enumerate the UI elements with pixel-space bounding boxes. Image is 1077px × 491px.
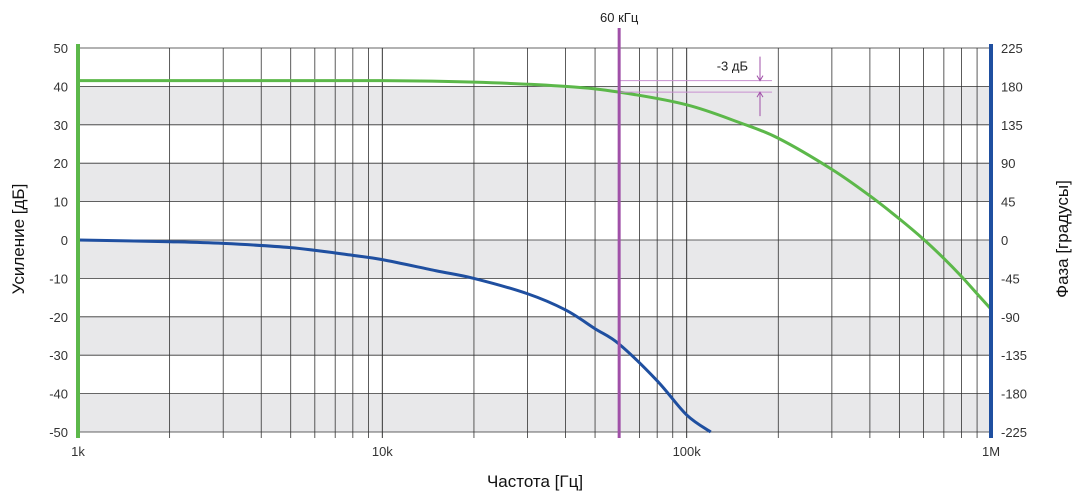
y-tick-label-left: 50 — [54, 41, 68, 56]
y-tick-label-left: 0 — [61, 233, 68, 248]
tick-labels: 50 40 30 20 10 0 -10 -20 -30 -40 -50 225 180 135 90 45 0… — [49, 41, 1027, 459]
y-tick-label-left: 40 — [54, 79, 68, 94]
phase-curve — [77, 238, 712, 434]
y-tick-label-right: -45 — [1001, 271, 1020, 286]
y-tick-label-left: 20 — [54, 156, 68, 171]
y-tick-label-right: 180 — [1001, 79, 1023, 94]
axes — [76, 44, 993, 438]
x-tick-label: 1k — [71, 444, 85, 459]
y-tick-label-right: 135 — [1001, 118, 1023, 133]
x-axis-title: Частота [Гц] — [487, 472, 583, 491]
y-tick-label-left: 10 — [54, 195, 68, 210]
y-tick-label-left: -10 — [49, 271, 68, 286]
y-tick-label-right: 45 — [1001, 195, 1015, 210]
band — [78, 240, 991, 279]
band — [78, 393, 991, 432]
y-tick-label-right: -225 — [1001, 425, 1027, 440]
x-tick-label: 1M — [982, 444, 1000, 459]
y-tick-label-left: 30 — [54, 118, 68, 133]
band — [78, 163, 991, 202]
annotations: 60 кГц -3 дБ — [600, 10, 772, 438]
y-tick-label-right: 225 — [1001, 41, 1023, 56]
dimension-label: -3 дБ — [717, 59, 748, 74]
y-axis-title-right: Фаза [градусы] — [1053, 180, 1072, 298]
y-tick-label-right: 90 — [1001, 156, 1015, 171]
y-tick-label-left: -40 — [49, 387, 68, 402]
dimension-arrowhead-top — [756, 75, 764, 82]
y-tick-label-left: -50 — [49, 425, 68, 440]
background-bands — [78, 86, 991, 432]
y-tick-label-left: -30 — [49, 348, 68, 363]
y-tick-label-right: -135 — [1001, 348, 1027, 363]
y-tick-label-right: 0 — [1001, 233, 1008, 248]
cutoff-frequency-label: 60 кГц — [600, 10, 639, 25]
y-tick-label-left: -20 — [49, 310, 68, 325]
y-tick-label-right: -180 — [1001, 387, 1027, 402]
data-series — [77, 79, 993, 434]
x-tick-label: 10k — [372, 444, 393, 459]
y-tick-label-right: -90 — [1001, 310, 1020, 325]
gain-curve — [78, 79, 993, 311]
band — [78, 316, 991, 356]
band — [78, 86, 991, 125]
x-tick-label: 100k — [673, 444, 702, 459]
y-axis-title-left: Усиление [дБ] — [9, 184, 28, 295]
dimension-label-background — [702, 56, 752, 76]
dimension-arrowhead-bottom — [756, 91, 764, 98]
